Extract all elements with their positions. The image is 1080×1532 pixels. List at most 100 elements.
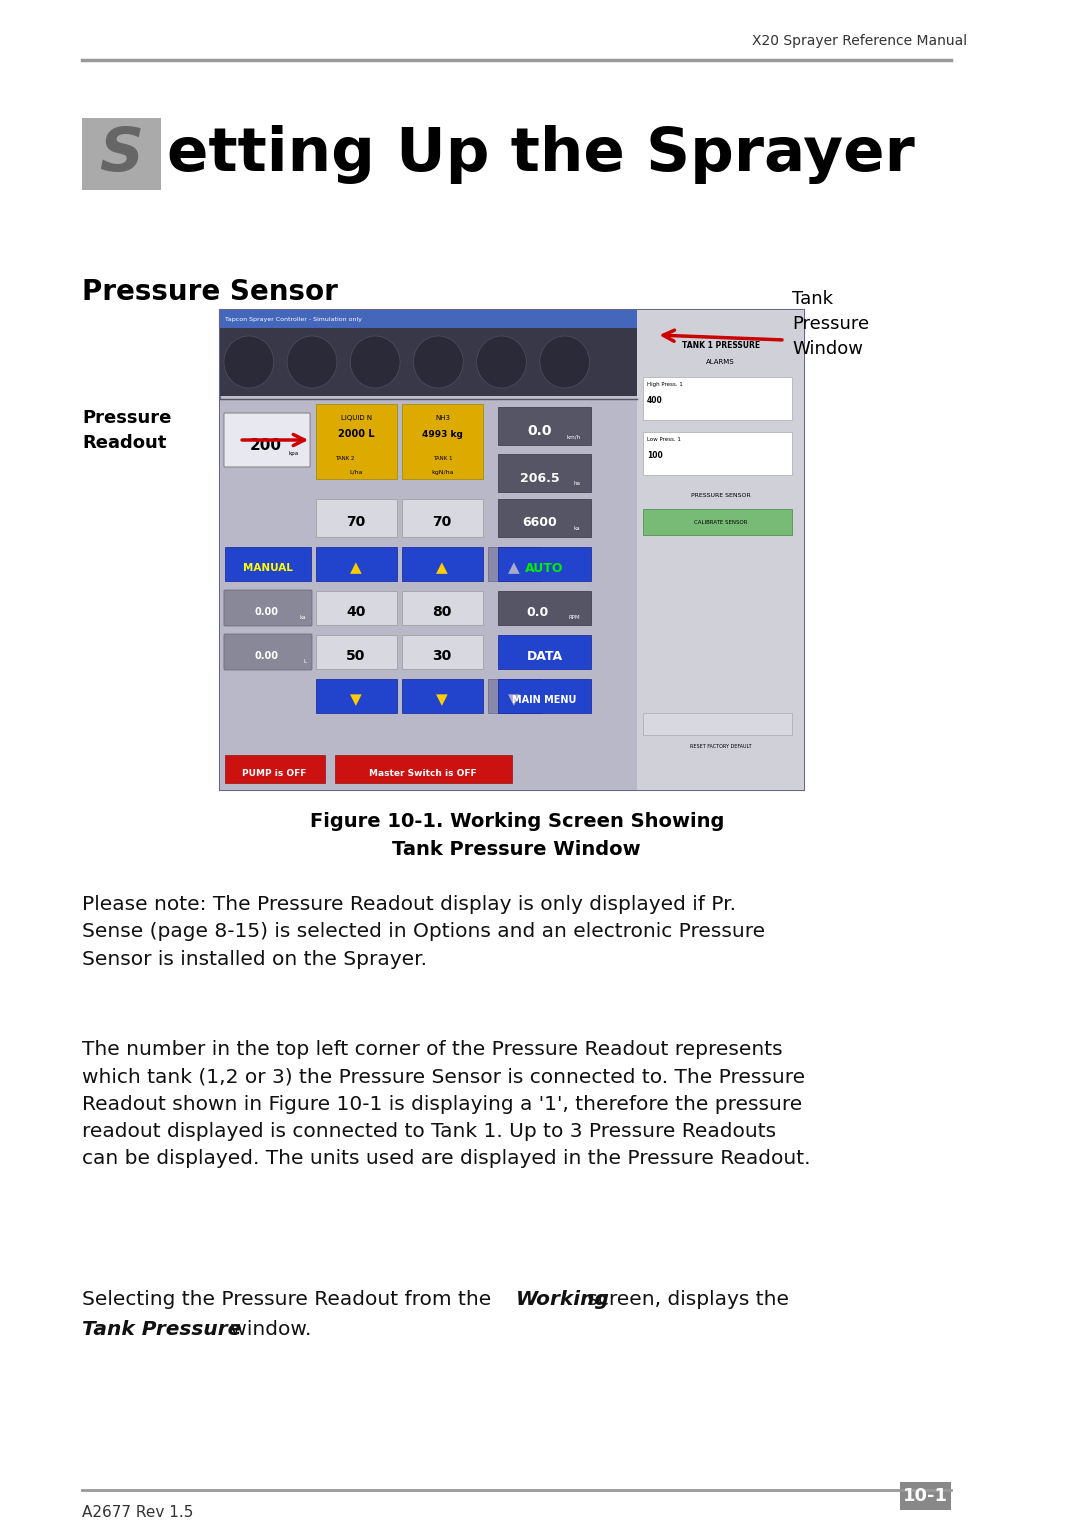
Text: 30: 30 xyxy=(432,650,451,663)
Text: Master Switch is OFF: Master Switch is OFF xyxy=(369,769,477,778)
FancyBboxPatch shape xyxy=(224,634,312,669)
Text: window.: window. xyxy=(224,1321,311,1339)
Text: 40: 40 xyxy=(347,605,366,619)
Text: Working: Working xyxy=(516,1290,610,1308)
Bar xyxy=(498,499,592,538)
Bar xyxy=(402,679,484,712)
Text: ▲: ▲ xyxy=(350,561,362,576)
Text: 6600: 6600 xyxy=(523,515,557,529)
Text: NH3: NH3 xyxy=(435,415,450,421)
Bar xyxy=(315,634,397,669)
Text: 100: 100 xyxy=(647,450,663,460)
Bar xyxy=(637,309,804,791)
Text: 200: 200 xyxy=(249,438,281,452)
Text: ha: ha xyxy=(573,481,580,486)
Circle shape xyxy=(540,336,590,388)
Text: TANK 1 PRESSURE: TANK 1 PRESSURE xyxy=(681,340,759,349)
Bar xyxy=(220,309,804,791)
Text: ▲: ▲ xyxy=(436,561,448,576)
Text: ▼: ▼ xyxy=(350,692,362,708)
Text: A2677 Rev 1.5: A2677 Rev 1.5 xyxy=(82,1504,193,1520)
Bar xyxy=(488,679,541,712)
Text: ka: ka xyxy=(299,614,307,620)
Text: PRESSURE SENSOR: PRESSURE SENSOR xyxy=(691,492,751,498)
Text: 70: 70 xyxy=(347,515,366,529)
Text: 80: 80 xyxy=(432,605,451,619)
Bar xyxy=(335,755,512,783)
Text: 0.0: 0.0 xyxy=(526,605,549,619)
Text: km/h: km/h xyxy=(566,434,580,440)
Text: ka: ka xyxy=(573,525,580,532)
Text: CALIBRATE SENSOR: CALIBRATE SENSOR xyxy=(694,519,747,524)
Text: etting Up the Sprayer: etting Up the Sprayer xyxy=(167,124,915,184)
Bar xyxy=(402,404,484,480)
FancyBboxPatch shape xyxy=(224,590,312,627)
Bar xyxy=(225,755,325,783)
Bar xyxy=(402,547,484,581)
Bar xyxy=(315,591,397,625)
Bar xyxy=(402,634,484,669)
Bar xyxy=(498,591,592,625)
Text: 206.5: 206.5 xyxy=(521,472,559,484)
Bar xyxy=(82,118,161,190)
Text: Low Press. 1: Low Press. 1 xyxy=(647,437,680,443)
Text: DATA: DATA xyxy=(527,650,563,662)
Text: 0.0: 0.0 xyxy=(528,424,552,438)
Text: Pressure
Readout: Pressure Readout xyxy=(82,409,172,452)
Text: 400: 400 xyxy=(647,395,663,404)
Text: kpa: kpa xyxy=(288,450,299,455)
Text: AUTO: AUTO xyxy=(525,562,564,574)
Text: PUMP is OFF: PUMP is OFF xyxy=(243,769,307,778)
Text: Figure 10-1. Working Screen Showing: Figure 10-1. Working Screen Showing xyxy=(310,812,724,830)
Text: Pressure Sensor: Pressure Sensor xyxy=(82,277,338,306)
Text: 2000 L: 2000 L xyxy=(338,429,375,440)
Text: 10-1: 10-1 xyxy=(903,1488,948,1504)
Bar xyxy=(220,398,637,791)
Bar xyxy=(402,591,484,625)
Text: TANK 1: TANK 1 xyxy=(433,455,453,461)
Text: The number in the top left corner of the Pressure Readout represents
which tank : The number in the top left corner of the… xyxy=(82,1040,811,1167)
Text: Tank
Pressure
Window: Tank Pressure Window xyxy=(793,290,869,358)
Text: RESET FACTORY DEFAULT: RESET FACTORY DEFAULT xyxy=(690,743,752,749)
Bar xyxy=(220,328,637,395)
Bar xyxy=(644,377,793,420)
Circle shape xyxy=(224,336,273,388)
Text: Tapcon Sprayer Controller - Simulation only: Tapcon Sprayer Controller - Simulation o… xyxy=(225,317,362,322)
Text: MANUAL: MANUAL xyxy=(243,562,293,573)
Bar xyxy=(498,547,592,581)
Bar xyxy=(315,499,397,538)
Text: kgN/ha: kgN/ha xyxy=(431,469,454,475)
Circle shape xyxy=(287,336,337,388)
Bar xyxy=(644,432,793,475)
Bar xyxy=(498,634,592,669)
Text: TANK 2: TANK 2 xyxy=(335,455,354,461)
Bar xyxy=(220,309,804,328)
Text: ALARMS: ALARMS xyxy=(706,358,735,365)
Bar xyxy=(498,408,592,444)
Text: ▲: ▲ xyxy=(508,561,519,576)
Bar xyxy=(900,1481,951,1511)
FancyBboxPatch shape xyxy=(224,414,310,467)
Circle shape xyxy=(350,336,400,388)
Bar xyxy=(498,453,592,492)
Bar xyxy=(402,499,484,538)
Circle shape xyxy=(414,336,463,388)
Text: Selecting the Pressure Readout from the: Selecting the Pressure Readout from the xyxy=(82,1290,498,1308)
Bar xyxy=(225,547,311,581)
Text: S: S xyxy=(99,124,144,184)
Text: 50: 50 xyxy=(347,650,366,663)
Text: ▼: ▼ xyxy=(436,692,448,708)
Text: 0.00: 0.00 xyxy=(254,651,278,660)
Text: Tank Pressure Window: Tank Pressure Window xyxy=(392,840,642,859)
Circle shape xyxy=(476,336,526,388)
Bar xyxy=(488,547,541,581)
Text: Tank Pressure: Tank Pressure xyxy=(82,1321,242,1339)
Bar xyxy=(315,404,397,480)
Text: Please note: The Pressure Readout display is only displayed if Pr.
Sense (page 8: Please note: The Pressure Readout displa… xyxy=(82,895,766,968)
Text: 0.00: 0.00 xyxy=(254,607,278,617)
Text: X20 Sprayer Reference Manual: X20 Sprayer Reference Manual xyxy=(752,34,967,47)
Bar xyxy=(644,509,793,535)
Bar xyxy=(315,547,397,581)
Text: LIQUID N: LIQUID N xyxy=(341,415,373,421)
Text: screen, displays the: screen, displays the xyxy=(581,1290,788,1308)
